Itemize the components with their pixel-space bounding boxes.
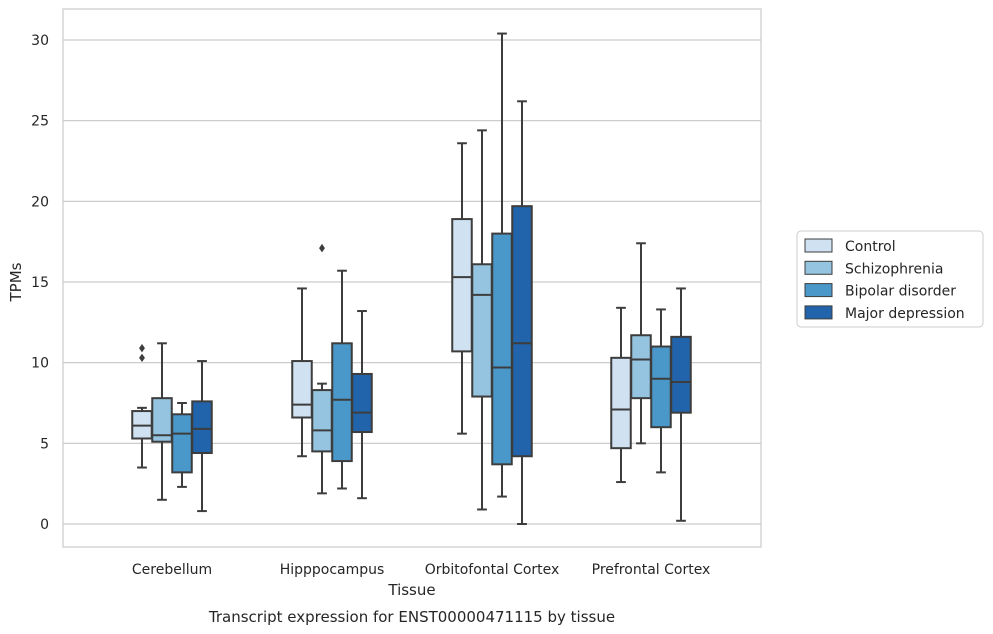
box-bipolar-disorder (171, 402, 193, 488)
box-iqr (471, 263, 493, 398)
box-schizophrenia (151, 342, 173, 501)
x-tick-label: Prefrontal Cortex (592, 562, 711, 578)
y-tick-label: 30 (31, 33, 49, 49)
x-tick-labels: Cerebellum Hipppocampus Orbitofontal Corte… (132, 562, 710, 578)
legend-label: Schizophrenia (845, 261, 943, 277)
outlier-point (139, 353, 145, 363)
box-schizophrenia (471, 129, 493, 511)
box-schizophrenia (311, 243, 333, 495)
x-tick-label: Orbitofontal Cortex (425, 562, 560, 578)
box-iqr (171, 413, 193, 474)
box-iqr (630, 334, 652, 400)
legend-label: Bipolar disorder (845, 284, 956, 300)
y-axis-label: TPMs (7, 262, 25, 302)
box-control (291, 287, 313, 458)
y-tick-label: 0 (40, 517, 49, 533)
y-tick-label: 5 (40, 436, 49, 452)
legend-swatch (804, 238, 833, 253)
box-iqr (451, 218, 473, 353)
box-major-depression (351, 310, 373, 500)
box-major-depression (511, 100, 533, 525)
grid-lines (63, 39, 761, 525)
legend-frame (796, 230, 984, 328)
chart-caption: Transcript expression for ENST0000047111… (208, 608, 615, 626)
box-iqr (331, 342, 353, 463)
box-control (610, 306, 632, 484)
box-bipolar-disorder (650, 308, 672, 474)
box-iqr (291, 360, 313, 419)
legend-swatch (804, 283, 833, 298)
box-major-depression (670, 287, 692, 522)
box-iqr (670, 335, 692, 414)
box-iqr (650, 345, 672, 429)
box-iqr (351, 372, 373, 434)
legend-swatch (804, 260, 833, 275)
legend-label: Control (845, 239, 896, 255)
y-tick-labels: 0 5 10 15 20 25 30 (31, 33, 49, 533)
outlier-point (139, 343, 145, 353)
y-tick-label: 10 (31, 356, 49, 372)
box-iqr (511, 205, 533, 458)
box-schizophrenia (630, 242, 652, 445)
y-tick-label: 25 (31, 114, 49, 130)
box-iqr (491, 232, 513, 466)
legend-swatch (804, 305, 833, 320)
box-iqr (191, 400, 213, 455)
x-axis-label: Tissue (387, 581, 435, 599)
box-iqr (610, 356, 632, 450)
y-tick-label: 15 (31, 275, 49, 291)
x-tick-label: Cerebellum (132, 562, 212, 578)
box-major-depression (191, 360, 213, 513)
box-groups (131, 32, 692, 525)
legend: Control Schizophrenia Bipolar disorder Majo… (796, 230, 984, 328)
box-iqr (311, 389, 333, 453)
box-bipolar-disorder (331, 269, 353, 490)
plot-frame (62, 8, 762, 548)
box-bipolar-disorder (491, 32, 513, 498)
y-tick-label: 20 (31, 194, 49, 210)
outlier-point (319, 243, 325, 253)
box-control (131, 343, 153, 469)
legend-label: Major depression (845, 306, 965, 322)
x-tick-label: Hipppocampus (280, 562, 385, 578)
box-control (451, 142, 473, 435)
